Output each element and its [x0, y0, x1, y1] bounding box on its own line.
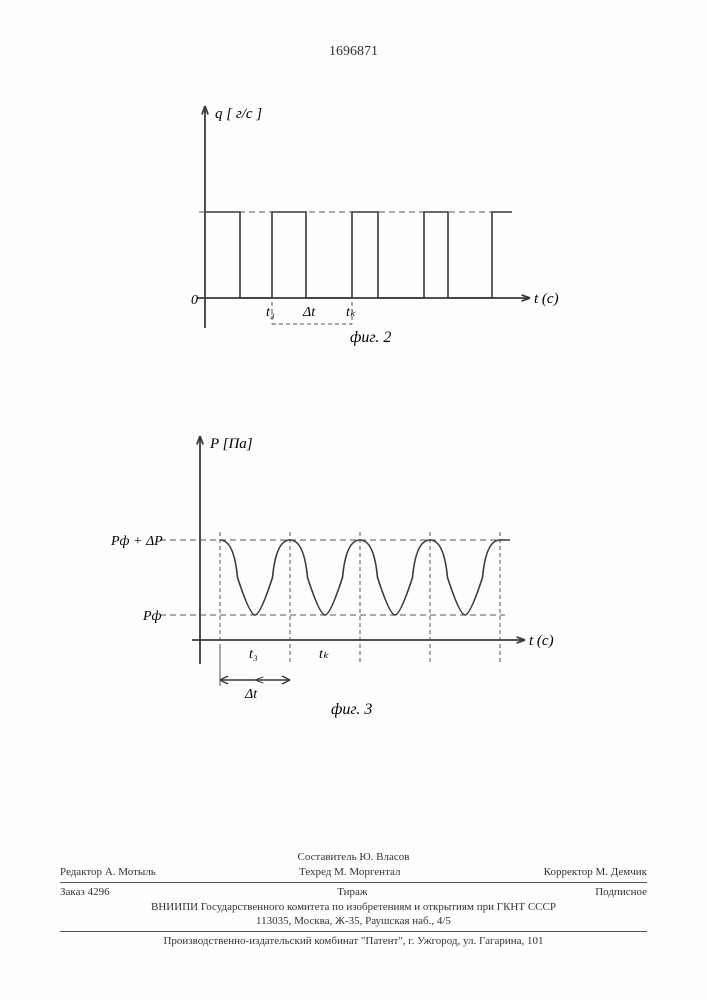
tirazh-label: Тираж: [337, 885, 367, 900]
svg-text:t (с): t (с): [529, 633, 554, 649]
footer-block: Составитель Ю. Власов Редактор А. Мотыль…: [60, 850, 647, 949]
order-label: Заказ: [60, 886, 85, 898]
svg-text:t₃: t₃: [266, 305, 275, 320]
svg-text:фиг. 2: фиг. 2: [350, 329, 391, 346]
svg-text:P [Па]: P [Па]: [209, 436, 253, 452]
org-line-2: Производственно-издательский комбинат "П…: [60, 934, 647, 949]
figure-2: t₃ Δt tₖ q [ г/с ] 0 t (с) фиг. 2: [160, 92, 560, 352]
svg-text:Pф + ΔP: Pф + ΔP: [110, 534, 163, 549]
tech-name: М. Моргентал: [334, 866, 400, 878]
corrector-name: М. Демчик: [595, 866, 647, 878]
org-line-1: ВНИИПИ Государственного комитета по изоб…: [60, 900, 647, 915]
svg-text:t₃: t₃: [249, 647, 258, 662]
svg-text:tₖ: tₖ: [346, 305, 357, 320]
svg-text:Δt: Δt: [302, 305, 316, 320]
compiler-name: Ю. Власов: [359, 851, 409, 863]
podpisnoe: Подписное: [595, 885, 647, 900]
org-addr-1: 113035, Москва, Ж-35, Раушская наб., 4/5: [60, 914, 647, 929]
page-number: 1696871: [0, 44, 707, 60]
editor-name: А. Мотыль: [105, 866, 156, 878]
svg-text:q [ г/с ]: q [ г/с ]: [215, 106, 262, 122]
svg-text:Pф: Pф: [142, 609, 162, 624]
svg-text:Δt: Δt: [244, 687, 258, 702]
svg-text:tₖ: tₖ: [319, 647, 330, 662]
order-no: 4296: [88, 886, 110, 898]
corrector-label: Корректор: [544, 866, 593, 878]
figure-3: Pф + ΔP Pф t₃ tₖ Δt P [Па] t (с) фиг. 3: [105, 420, 565, 720]
tech-label: Техред: [299, 866, 331, 878]
editor-label: Редактор: [60, 866, 102, 878]
svg-text:0: 0: [191, 293, 198, 308]
svg-text:t (с): t (с): [534, 291, 559, 307]
compiler-label: Составитель: [298, 851, 357, 863]
svg-text:фиг. 3: фиг. 3: [331, 701, 372, 718]
